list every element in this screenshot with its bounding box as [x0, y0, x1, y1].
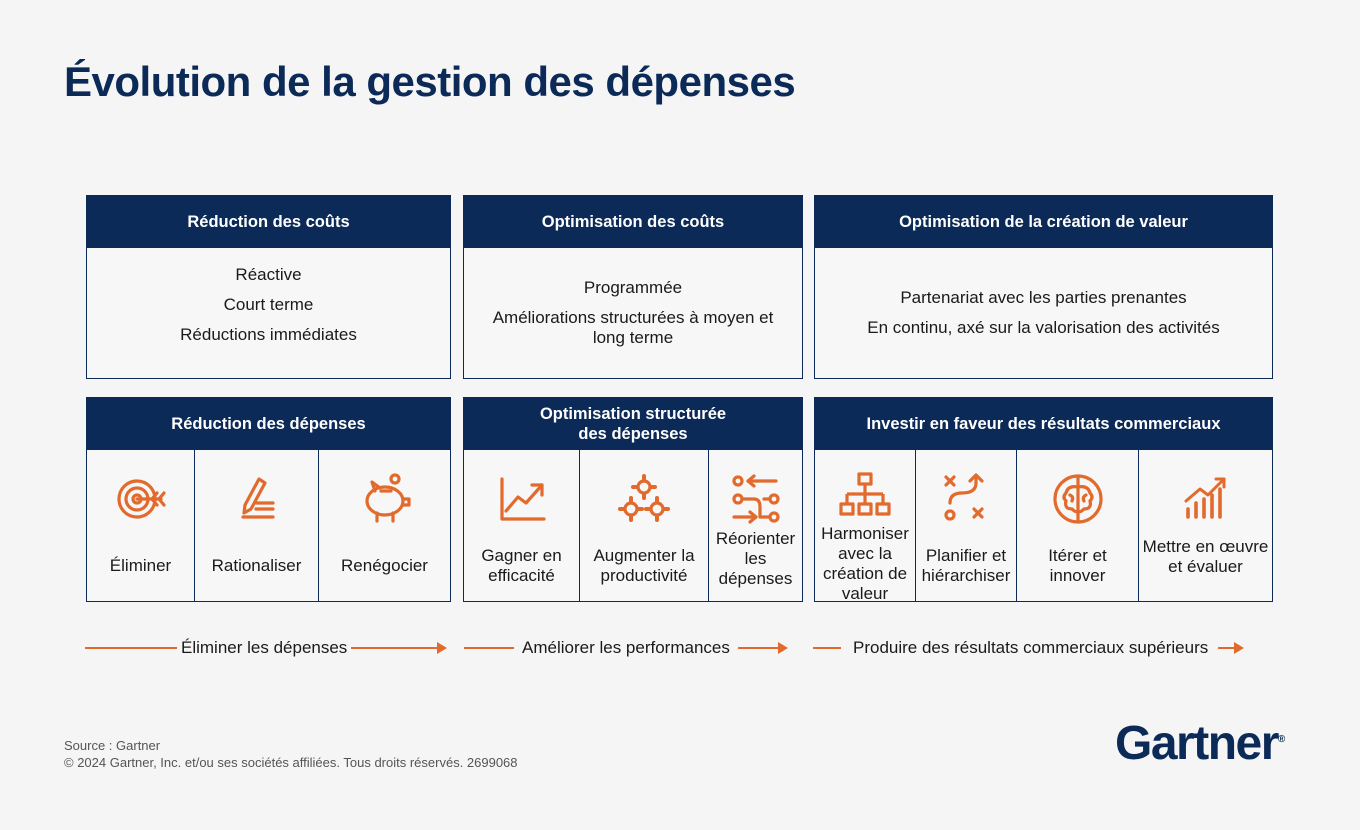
box-line: Court terme [223, 295, 314, 314]
piggy-bank-icon [357, 468, 413, 530]
arrow-label: Améliorer les performances [522, 638, 730, 657]
box-structured-optimization: Optimisation structurée des dépenses Gag… [463, 397, 803, 602]
cell-implement: Mettre en œuvre et évaluer [1138, 450, 1272, 601]
cell-label: Réorienter les dépenses [715, 529, 796, 588]
pen-list-icon [229, 468, 285, 530]
bar-chart-icon [1178, 468, 1234, 530]
cell-label: Planifier et hiérarchiser [921, 545, 1011, 585]
cell-iterate: Itérer et innover [1016, 450, 1138, 601]
cell-renegotiate: Renégocier [318, 450, 450, 601]
arrow-head-icon [777, 642, 788, 654]
target-icon [113, 468, 169, 530]
cell-label: Itérer et innover [1048, 545, 1107, 585]
box-header: Réduction des dépenses [87, 398, 450, 450]
org-chart-icon [837, 468, 893, 524]
cell-label: Renégocier [341, 555, 428, 575]
cell-align: Harmoniser avec la création de valeur [815, 450, 915, 603]
box-invest-results: Investir en faveur des résultats commerc… [814, 397, 1273, 603]
box-line: Améliorations structurées à moyen et lon… [492, 308, 774, 347]
arrow-segment-results: Produire des résultats commerciaux supér… [813, 638, 1245, 658]
box-header: Optimisation des coûts [464, 196, 802, 248]
box-line: Partenariat avec les parties prenantes [900, 288, 1187, 307]
copyright-text: © 2024 Gartner, Inc. et/ou ses sociétés … [64, 755, 518, 770]
box-line: En continu, axé sur la valorisation des … [867, 318, 1220, 337]
arrow-label: Produire des résultats commerciaux supér… [853, 638, 1209, 657]
cell-label: Éliminer [109, 555, 172, 575]
box-header: Optimisation de la création de valeur [815, 196, 1272, 248]
cell-redirect: Réorienter les dépenses [708, 450, 802, 601]
page-title: Évolution de la gestion des dépenses [64, 58, 796, 105]
trend-up-icon [494, 468, 550, 530]
arrow-segment-improve: Améliorer les performances [464, 638, 788, 658]
source-text: Source : Gartner [64, 738, 161, 753]
arrow-label: Éliminer les dépenses [181, 638, 348, 657]
cell-label: Mettre en œuvre et évaluer [1142, 536, 1269, 576]
strategy-icon [938, 468, 994, 530]
cell-rationalize: Rationaliser [194, 450, 318, 601]
box-header: Investir en faveur des résultats commerc… [815, 398, 1272, 450]
gartner-logo: Gartner® [1115, 717, 1286, 770]
arrow-head-icon [1234, 642, 1245, 654]
box-cost-reduction: Réduction des coûts Réactive Court terme… [86, 195, 451, 379]
cell-efficiency: Gagner en efficacité [464, 450, 579, 601]
box-line: Programmée [583, 278, 683, 297]
gears-icon [616, 468, 672, 530]
redirect-arrows-icon [728, 468, 784, 529]
box-line: Réductions immédiates [180, 325, 357, 344]
footer: Source : Gartner © 2024 Gartner, Inc. et… [64, 737, 518, 771]
box-line: Réactive [235, 265, 302, 284]
cell-eliminate: Éliminer [87, 450, 194, 601]
box-value-optimization: Optimisation de la création de valeur Pa… [814, 195, 1273, 379]
box-header: Réduction des coûts [87, 196, 450, 248]
box-cost-optimization: Optimisation des coûts Programmée Amélio… [463, 195, 803, 379]
cell-label: Rationaliser [211, 555, 302, 575]
cell-label: Augmenter la productivité [593, 545, 695, 585]
cell-label: Gagner en efficacité [481, 545, 562, 585]
cell-productivity: Augmenter la productivité [579, 450, 708, 601]
cell-label: Harmoniser avec la création de valeur [821, 524, 909, 603]
arrow-head-icon [437, 642, 448, 654]
brain-icon [1050, 468, 1106, 530]
logo-text: Gartner [1115, 717, 1279, 770]
cell-plan: Planifier et hiérarchiser [915, 450, 1016, 601]
arrow-segment-eliminate: Éliminer les dépenses [85, 638, 448, 658]
box-spend-reduction: Réduction des dépenses Éliminer Rational… [86, 397, 451, 602]
box-header: Optimisation structurée des dépenses [464, 398, 802, 450]
